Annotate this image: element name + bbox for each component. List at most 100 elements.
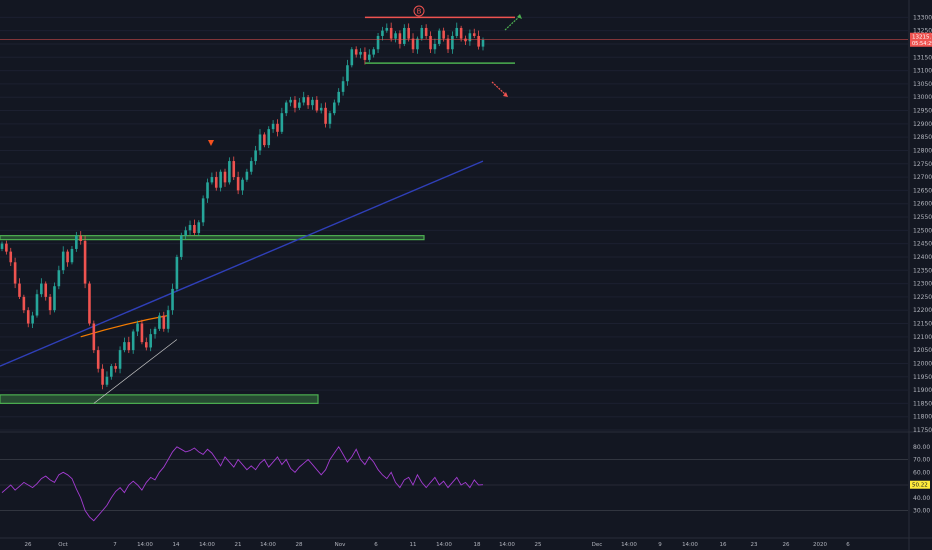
current-price-label: 13215.7	[912, 34, 932, 40]
candle-body	[284, 102, 288, 114]
candle-body	[92, 323, 96, 351]
candle-body	[175, 256, 179, 289]
candle-body	[228, 161, 231, 183]
candle-body	[219, 171, 222, 188]
time-tick-label: 6	[374, 542, 378, 548]
price-tick-label: 13000.0	[913, 94, 932, 101]
price-tick-label: 12950.0	[913, 108, 932, 115]
candle-body	[315, 99, 319, 111]
price-tick-label: 12050.0	[913, 347, 932, 354]
price-tick-label: 12000.0	[913, 360, 932, 367]
candle-body	[75, 235, 78, 249]
candle-body	[79, 235, 83, 241]
trendline	[93, 339, 178, 404]
label-b-circle	[413, 5, 425, 17]
candle-body	[459, 27, 463, 39]
candle-body	[149, 334, 152, 348]
candle-body	[249, 161, 253, 172]
candle-body	[446, 38, 450, 50]
candle-body	[166, 310, 170, 329]
candle-body	[48, 296, 52, 311]
candle-body	[437, 30, 441, 44]
candle-body	[232, 161, 236, 178]
candle-body	[83, 240, 87, 284]
time-tick-label: 14:00	[621, 542, 637, 548]
candle-body	[123, 342, 126, 351]
price-tick-label: 12550.0	[913, 214, 932, 221]
rsi-value-badge	[910, 480, 930, 489]
candle-body	[201, 198, 205, 223]
candle-body	[118, 350, 122, 369]
candle-body	[40, 283, 43, 295]
candle-body	[127, 342, 131, 351]
candle-body	[101, 368, 104, 385]
candle-body	[328, 113, 332, 124]
candle-body	[293, 99, 297, 108]
candle-body	[350, 49, 354, 66]
price-tick-label: 11900.0	[913, 387, 932, 394]
price-tick-label: 12600.0	[913, 201, 932, 208]
candle-body	[429, 35, 432, 50]
price-axis[interactable]: 11750.0 11800.0 11850.0 11900.0 11950.0 12000…	[910, 14, 932, 515]
candle-body	[354, 49, 358, 55]
candle-body	[31, 315, 34, 324]
time-tick-label: 26	[25, 542, 32, 548]
candle-body	[359, 51, 362, 55]
candle-body	[276, 123, 279, 132]
candle-body	[105, 376, 109, 385]
time-tick-label: Nov	[335, 542, 346, 548]
candle-body	[206, 182, 209, 199]
candle-body	[433, 43, 437, 50]
label-b-text: B	[417, 8, 422, 16]
candle-body	[153, 328, 157, 335]
arrow-down-head	[503, 92, 508, 97]
current-price-badge	[910, 32, 932, 47]
rsi-tick-label: 60.00	[913, 469, 930, 476]
candle-body	[424, 27, 428, 36]
candle-body	[131, 331, 135, 351]
time-tick-label: 7	[113, 542, 117, 548]
candle-body	[245, 171, 249, 180]
candle-body	[88, 283, 91, 324]
time-tick-label: 23	[751, 542, 758, 548]
candle-body	[280, 113, 284, 132]
support-zone	[0, 394, 319, 404]
candle-body	[337, 91, 340, 103]
rsi-tick-label: 70.00	[913, 457, 930, 464]
candle-body	[385, 27, 389, 31]
candle-body	[420, 27, 424, 39]
price-tick-label: 12300.0	[913, 281, 932, 288]
candle-body	[158, 315, 161, 329]
candle-body	[114, 366, 117, 369]
time-tick-label: 14	[173, 542, 180, 548]
candle-body	[389, 27, 393, 39]
time-tick-label: 14:00	[260, 542, 276, 548]
price-tick-label: 11950.0	[913, 374, 932, 381]
time-tick-label: 14:00	[199, 542, 215, 548]
rsi-tick-label: 40.00	[913, 495, 930, 502]
candle-body	[9, 251, 13, 263]
candle-body	[372, 49, 375, 55]
time-axis[interactable]: 26 Oct 7 14:00 14 14:00 21 14:00 28 Nov 6 11 14:00 18…	[25, 542, 851, 548]
candle-body	[258, 134, 262, 151]
time-tick-label: 6	[846, 542, 850, 548]
candle-body	[110, 366, 113, 377]
time-tick-label: 14:00	[499, 542, 515, 548]
support-zones	[0, 235, 425, 404]
candle-body	[35, 294, 39, 316]
candle-body	[184, 230, 187, 236]
candle-body	[267, 129, 271, 146]
price-tick-label: 12400.0	[913, 254, 932, 261]
arrow-up-head	[517, 14, 522, 19]
candle-body	[263, 134, 266, 146]
candle-body	[70, 248, 74, 263]
candle-body	[402, 27, 406, 44]
candle-body	[236, 177, 240, 191]
candle-body	[18, 283, 21, 297]
candle-body	[407, 27, 410, 39]
time-tick-label: 18	[474, 542, 481, 548]
price-tick-label: 12450.0	[913, 241, 932, 248]
candle-body	[136, 323, 139, 332]
